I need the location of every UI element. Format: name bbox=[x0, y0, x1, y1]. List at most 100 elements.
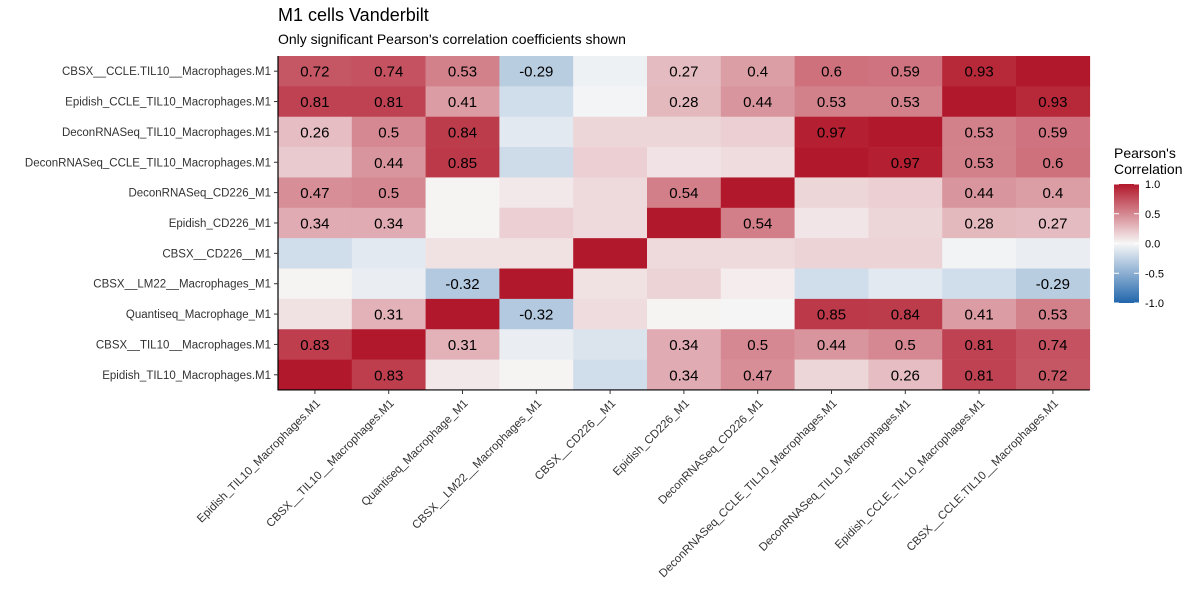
cell-value-label: 0.59 bbox=[1038, 124, 1067, 141]
x-tick-label: DeconRNASeq_CCLE_TIL10_Macrophages.M1 bbox=[657, 398, 840, 581]
heatmap-cell bbox=[868, 298, 943, 330]
y-tick-label: DeconRNASeq_CD226_M1 bbox=[128, 188, 271, 200]
heatmap-cell bbox=[647, 207, 722, 239]
heatmap-cell bbox=[868, 238, 943, 269]
heatmap-cell bbox=[425, 359, 500, 391]
cell-value-label: -0.29 bbox=[1036, 276, 1070, 293]
heatmap-cell bbox=[868, 177, 943, 209]
heatmap-cell bbox=[794, 238, 869, 269]
heatmap-cell bbox=[425, 268, 500, 300]
cell-value-label: 0.5 bbox=[378, 185, 399, 202]
heatmap-cell bbox=[942, 329, 1017, 360]
heatmap-cell bbox=[868, 268, 943, 300]
heatmap-cell bbox=[942, 359, 1017, 391]
cell-value-label: 0.97 bbox=[891, 155, 920, 172]
heatmap-cell bbox=[499, 298, 574, 330]
heatmap-cell bbox=[720, 359, 795, 391]
heatmap-cell bbox=[278, 147, 353, 178]
heatmap-cell bbox=[351, 359, 426, 391]
heatmap-cell bbox=[499, 238, 574, 269]
heatmap-cell bbox=[1016, 116, 1091, 148]
heatmap-cell bbox=[425, 86, 500, 118]
legend-title-line: Pearson's bbox=[1114, 145, 1176, 161]
heatmap-cell bbox=[720, 207, 795, 239]
heatmap-cell bbox=[425, 56, 500, 87]
cell-value-label: 0.26 bbox=[300, 124, 329, 141]
heatmap-cell bbox=[351, 298, 426, 330]
heatmap-cell bbox=[942, 268, 1017, 300]
cell-value-label: 0.59 bbox=[891, 64, 920, 81]
heatmap-cell bbox=[647, 56, 722, 87]
cell-value-label: 0.81 bbox=[964, 337, 993, 354]
cell-value-label: 0.47 bbox=[743, 367, 772, 384]
chart-title: M1 cells Vanderbilt bbox=[278, 5, 429, 25]
heatmap-cell bbox=[351, 268, 426, 300]
heatmap-cell bbox=[573, 147, 648, 178]
heatmap-cell bbox=[868, 116, 943, 148]
legend-tick-label: 1.0 bbox=[1145, 179, 1160, 191]
y-tick-label: DeconRNASeq_CCLE_TIL10_Macrophages.M1 bbox=[25, 157, 271, 169]
cell-value-label: -0.32 bbox=[519, 307, 553, 324]
heatmap-cell bbox=[1016, 147, 1091, 178]
heatmap-cell bbox=[942, 298, 1017, 330]
heatmap-cell bbox=[647, 86, 722, 118]
cell-value-label: 0.5 bbox=[747, 337, 768, 354]
heatmap-cell bbox=[573, 359, 648, 391]
heatmap-cell bbox=[942, 116, 1017, 148]
y-tick-label: Epidish_CD226_M1 bbox=[169, 218, 271, 230]
x-tick-label: Epidish_TIL10_Macrophages.M1 bbox=[195, 398, 323, 526]
cell-value-label: 0.4 bbox=[747, 64, 768, 81]
x-tick-label: CBSX__CCLE.TIL10__Macrophages.M1 bbox=[905, 398, 1061, 554]
x-tick-labels: Epidish_TIL10_Macrophages.M1CBSX__TIL10_… bbox=[195, 389, 1061, 581]
x-tick-label: CBSX__TIL10__Macrophages.M1 bbox=[264, 398, 396, 530]
heatmap-cell bbox=[351, 207, 426, 239]
heatmap-cell bbox=[1016, 86, 1091, 118]
heatmap-cell bbox=[573, 177, 648, 209]
heatmap-cell bbox=[573, 116, 648, 148]
cell-value-label: 0.93 bbox=[964, 64, 993, 81]
cell-value-label: 0.53 bbox=[448, 64, 477, 81]
y-tick-label: CBSX__CCLE.TIL10__Macrophages.M1 bbox=[62, 66, 271, 78]
cell-value-label: 0.53 bbox=[817, 94, 846, 111]
cell-value-label: 0.4 bbox=[1042, 185, 1063, 202]
heatmap-cell bbox=[1016, 359, 1091, 391]
cell-value-label: 0.83 bbox=[374, 367, 403, 384]
heatmap-cell bbox=[425, 207, 500, 239]
heatmap-cell bbox=[647, 177, 722, 209]
heatmap-cell bbox=[278, 116, 353, 148]
legend-tick-label: -1.0 bbox=[1145, 298, 1164, 310]
cell-value-label: 0.5 bbox=[378, 124, 399, 141]
heatmap-cell bbox=[425, 329, 500, 360]
cell-value-label: 0.54 bbox=[743, 215, 772, 232]
heatmap-cell bbox=[647, 298, 722, 330]
heatmap-cell bbox=[499, 207, 574, 239]
heatmap-cell bbox=[868, 359, 943, 391]
cell-value-label: -0.32 bbox=[445, 276, 479, 293]
cell-value-label: 0.44 bbox=[817, 337, 846, 354]
heatmap-cell bbox=[647, 359, 722, 391]
x-tick-label: Epidish_CD226_M1 bbox=[611, 398, 692, 479]
heatmap-cell bbox=[1016, 207, 1091, 239]
cell-value-label: 0.53 bbox=[964, 124, 993, 141]
heatmap-cell bbox=[425, 177, 500, 209]
heatmap-cell bbox=[794, 329, 869, 360]
cell-value-label: 0.44 bbox=[374, 155, 403, 172]
heatmap-cell bbox=[278, 238, 353, 269]
cell-value-label: 0.41 bbox=[964, 307, 993, 324]
heatmap-cell bbox=[942, 177, 1017, 209]
cell-value-label: 0.54 bbox=[669, 185, 698, 202]
heatmap-cell bbox=[1016, 268, 1091, 300]
cell-value-label: 0.6 bbox=[821, 64, 842, 81]
legend-title-line: Correlation bbox=[1114, 161, 1182, 177]
y-tick-label: CBSX__LM22__Macrophages_M1 bbox=[93, 279, 271, 291]
cell-value-label: 0.5 bbox=[895, 337, 916, 354]
cell-value-label: 0.74 bbox=[1038, 337, 1067, 354]
cell-value-label: 0.28 bbox=[669, 94, 698, 111]
heatmap-cell bbox=[647, 268, 722, 300]
cell-value-label: 0.31 bbox=[374, 307, 403, 324]
cell-value-label: 0.47 bbox=[300, 185, 329, 202]
heatmap-cell bbox=[794, 207, 869, 239]
cell-value-label: 0.34 bbox=[669, 367, 698, 384]
